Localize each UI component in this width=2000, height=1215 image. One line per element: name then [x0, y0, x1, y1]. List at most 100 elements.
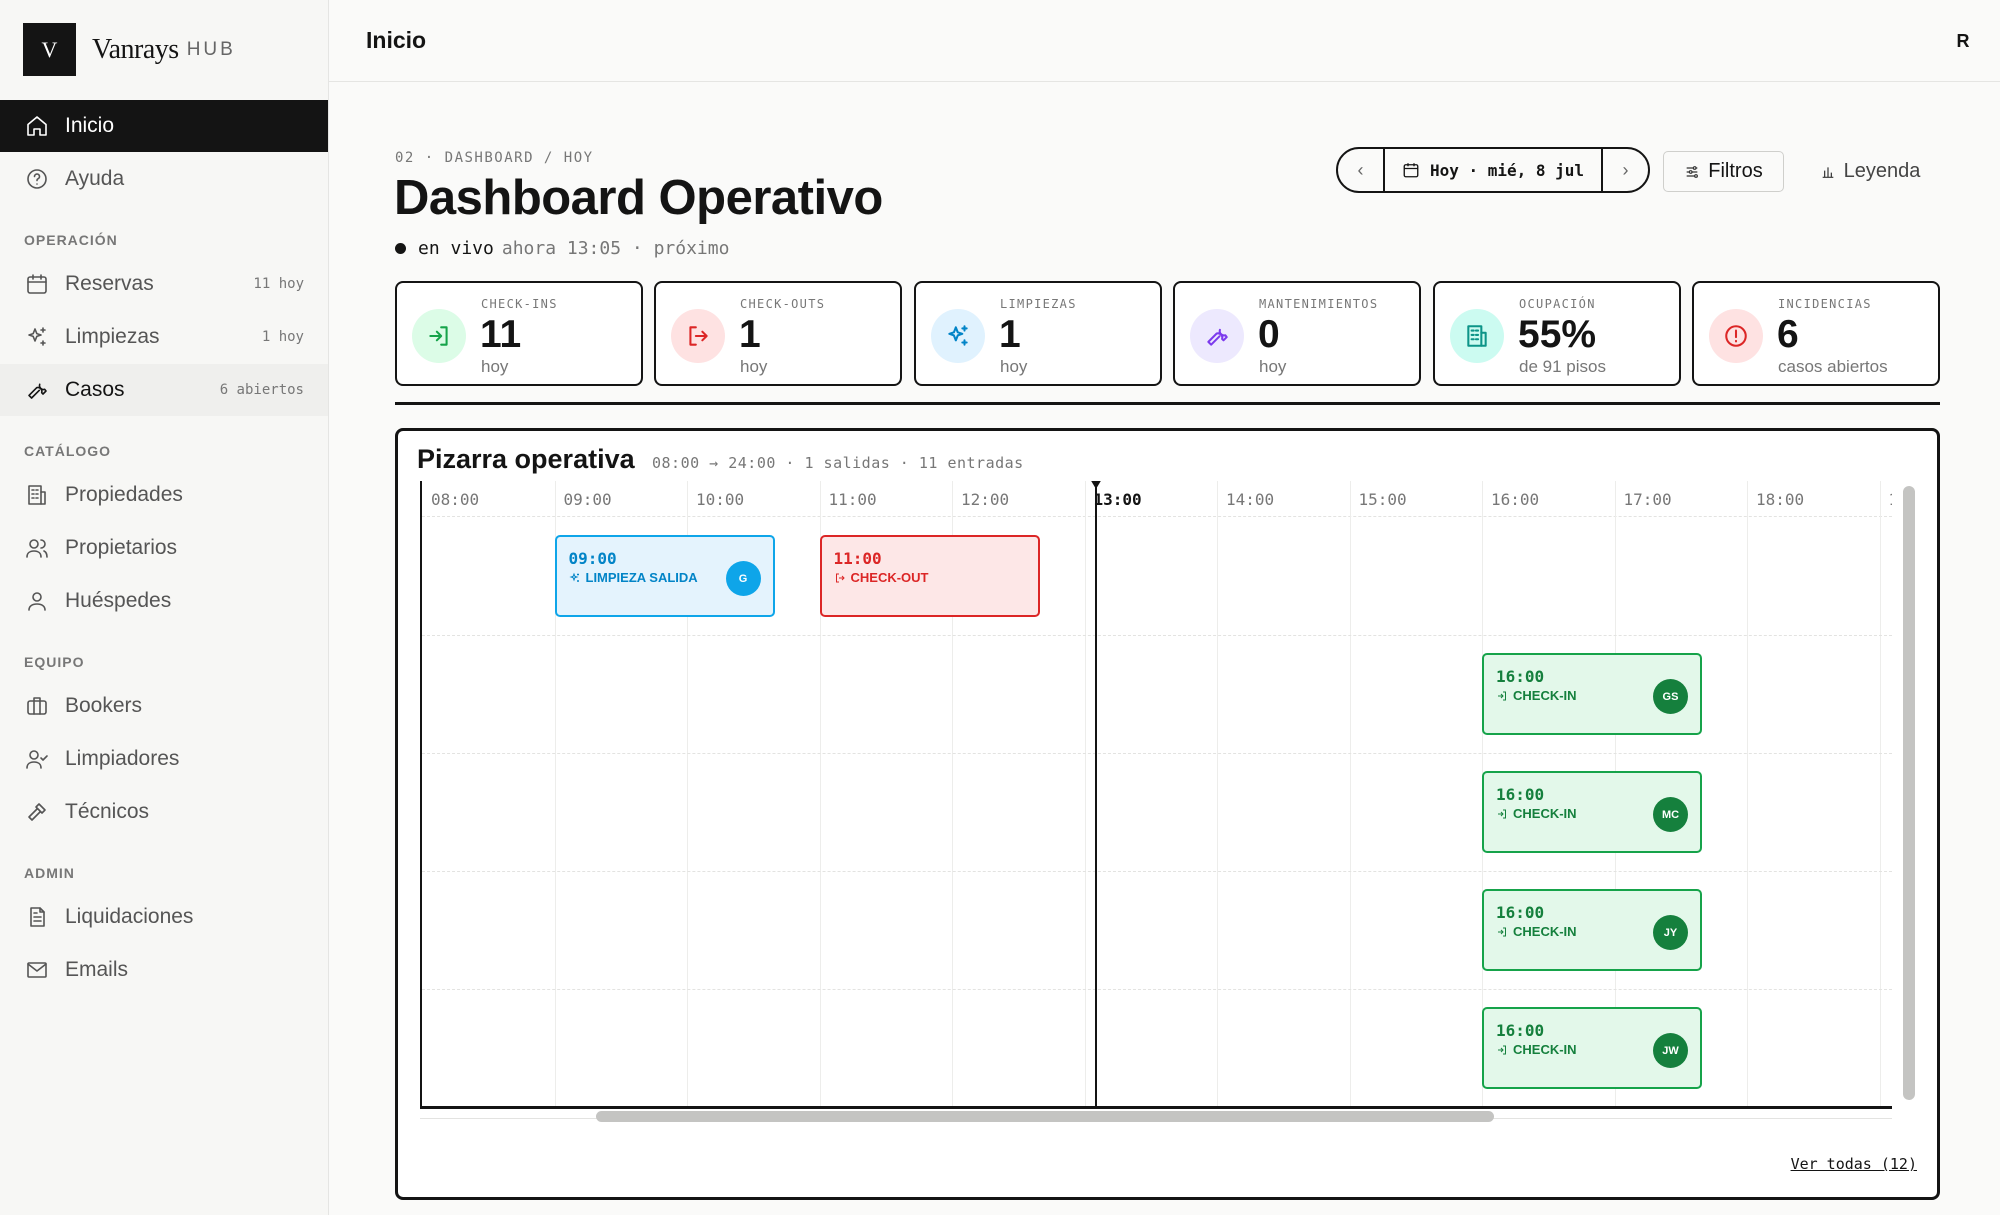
user-check-icon	[24, 746, 50, 772]
timeline[interactable]: 08:00 09:00 10:00 11:00 12:00 13:00 14:00 15:00…	[420, 481, 1892, 1109]
prev-day-button[interactable]: ‹	[1338, 149, 1383, 191]
stat-card-check-ins[interactable]: CHECK-INS 11 hoy	[395, 281, 643, 386]
hour-gridline	[1084, 481, 1086, 1106]
row-divider	[422, 635, 1892, 636]
stat-card-ocupación[interactable]: OCUPACIÓN 55% de 91 pisos	[1433, 281, 1681, 386]
board-meta: 08:00 → 24:00 · 1 salidas · 11 entradas	[652, 454, 1024, 472]
log-out-icon	[835, 573, 845, 582]
event-kind: LIMPIEZA SALIDA	[568, 570, 698, 585]
stat-label: MANTENIMIENTOS	[1259, 297, 1379, 311]
sidebar-item-emails[interactable]: Emails	[0, 944, 328, 996]
stat-icon-circle	[931, 309, 985, 363]
vertical-scrollbar[interactable]	[1903, 486, 1915, 1100]
chevron-right-icon: ›	[1622, 159, 1629, 180]
event-time: 16:00	[1496, 1021, 1545, 1040]
event-card-out[interactable]: 11:00 CHECK-OUT	[819, 535, 1040, 617]
alert-circle-icon	[1725, 325, 1747, 347]
wrench-icon	[24, 377, 50, 403]
log-in-icon	[429, 326, 448, 346]
event-card-clean[interactable]: 09:00 LIMPIEZA SALIDA G	[554, 535, 775, 617]
assignee-avatar[interactable]: JY	[1653, 915, 1688, 950]
sidebar-item-propietarios[interactable]: Propietarios	[0, 522, 328, 574]
user-avatar[interactable]: R	[1956, 30, 1970, 51]
sidebar-item-limpiezas[interactable]: Limpiezas 1 hoy	[0, 311, 328, 363]
sidebar-item-tecnicos[interactable]: Técnicos	[0, 786, 328, 838]
filters-label: Filtros	[1708, 160, 1763, 182]
sidebar-item-reservas[interactable]: Reservas 11 hoy	[0, 258, 328, 310]
sidebar-item-label: Limpiezas	[65, 325, 160, 348]
event-card-in[interactable]: 16:00 CHECK-IN JW	[1482, 1007, 1702, 1089]
stat-value: 11	[480, 313, 522, 356]
event-time: 16:00	[1496, 667, 1545, 686]
sidebar-item-label: Ayuda	[65, 167, 125, 190]
nav-count: 1 hoy	[261, 329, 304, 345]
sidebar-item-inicio[interactable]: Inicio	[0, 100, 328, 152]
bar-chart-icon	[1822, 166, 1833, 178]
assignee-avatar[interactable]: G	[725, 561, 761, 596]
stat-value: 55%	[1518, 313, 1597, 356]
sidebar-item-casos[interactable]: Casos 6 abiertos	[0, 364, 328, 416]
log-in-icon	[1498, 1045, 1506, 1054]
sidebar-item-label: Limpiadores	[65, 747, 180, 770]
event-kind-label: CHECK-IN	[1513, 924, 1577, 939]
sidebar-item-huespedes[interactable]: Huéspedes	[0, 575, 328, 627]
live-dot-icon	[395, 243, 406, 254]
briefcase-icon	[24, 693, 50, 719]
sidebar-item-limpiadores[interactable]: Limpiadores	[0, 733, 328, 785]
horizontal-scrollbar[interactable]	[596, 1111, 1494, 1122]
brand-logo[interactable]: V Vanrays HUB	[23, 23, 236, 76]
stat-value: 0	[1258, 313, 1280, 356]
hour-label: 16:00	[1491, 490, 1540, 509]
stat-card-check-outs[interactable]: CHECK-OUTS 1 hoy	[654, 281, 902, 386]
section-title-catalogo: CATÁLOGO	[24, 443, 112, 459]
hour-label: 13:00	[1093, 490, 1142, 509]
building-icon	[24, 482, 50, 508]
sparkles-icon	[24, 324, 50, 350]
sidebar-item-ayuda[interactable]: Ayuda	[0, 153, 328, 205]
nav-count: 6 abiertos	[219, 382, 304, 398]
hour-gridline	[554, 481, 556, 1106]
event-time: 11:00	[833, 549, 882, 568]
stat-label: CHECK-INS	[481, 297, 558, 311]
sidebar-item-bookers[interactable]: Bookers	[0, 680, 328, 732]
stat-sub: hoy	[740, 357, 768, 376]
event-kind-label: CHECK-IN	[1513, 806, 1577, 821]
assignee-avatar[interactable]: JW	[1653, 1033, 1688, 1068]
stat-sub: de 91 pisos	[1519, 357, 1606, 376]
stat-card-incidencias[interactable]: INCIDENCIAS 6 casos abiertos	[1692, 281, 1940, 386]
chevron-left-icon: ‹	[1357, 159, 1364, 180]
sidebar-item-propiedades[interactable]: Propiedades	[0, 469, 328, 521]
row-divider	[422, 989, 1892, 990]
legend-button[interactable]: Leyenda	[1810, 151, 1930, 192]
sliders-icon	[1686, 165, 1699, 178]
sparkles-icon	[568, 572, 579, 582]
assignee-avatar[interactable]: GS	[1653, 679, 1688, 714]
sidebar-item-label: Casos	[65, 378, 125, 401]
date-picker-button[interactable]: Hoy · mié, 8 jul	[1383, 149, 1603, 191]
stat-card-mantenimientos[interactable]: MANTENIMIENTOS 0 hoy	[1173, 281, 1421, 386]
hour-gridline	[819, 481, 821, 1106]
now-marker-icon	[1089, 481, 1102, 489]
stat-card-limpiezas[interactable]: LIMPIEZAS 1 hoy	[914, 281, 1162, 386]
view-all-link[interactable]: Ver todas (12)	[1790, 1155, 1917, 1173]
hour-label: 08:00	[431, 490, 480, 509]
next-day-button[interactable]: ›	[1603, 149, 1648, 191]
section-title-admin: ADMIN	[24, 865, 75, 881]
event-card-in[interactable]: 16:00 CHECK-IN GS	[1482, 653, 1702, 735]
sidebar: V Vanrays HUB Inicio Ayuda OPERACIÓN Res…	[0, 0, 329, 1215]
assignee-avatar[interactable]: MC	[1653, 797, 1688, 832]
event-kind-label: CHECK-OUT	[850, 570, 929, 585]
hour-label: 14:00	[1226, 490, 1275, 509]
event-card-in[interactable]: 16:00 CHECK-IN JY	[1482, 889, 1702, 971]
sidebar-item-liquidaciones[interactable]: Liquidaciones	[0, 891, 328, 943]
event-card-in[interactable]: 16:00 CHECK-IN MC	[1482, 771, 1702, 853]
now-line	[1094, 481, 1097, 1106]
stat-value: 6	[1777, 313, 1799, 356]
event-kind-label: CHECK-IN	[1513, 1042, 1577, 1057]
live-status: en vivo ahora 13:05 · próximo	[395, 238, 729, 259]
filters-button[interactable]: Filtros	[1663, 151, 1784, 192]
stat-label: INCIDENCIAS	[1778, 297, 1872, 311]
stat-icon-circle	[1450, 309, 1504, 363]
sidebar-item-label: Bookers	[65, 694, 143, 717]
hour-gridline	[1747, 481, 1748, 1106]
